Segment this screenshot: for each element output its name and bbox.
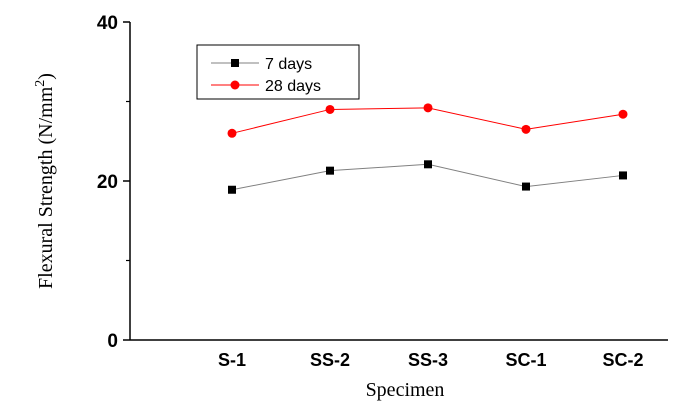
legend: 7 days 28 days — [196, 44, 360, 100]
legend-marker — [230, 80, 240, 90]
y-tick-label: 0 — [107, 331, 118, 352]
legend-label: 28 days — [265, 78, 321, 95]
x-tick-label: SS-3 — [408, 350, 448, 370]
x-tick-labels: S-1 SS-2 SS-3 SC-1 SC-2 — [218, 350, 644, 370]
data-point — [618, 109, 628, 119]
data-point — [325, 104, 335, 114]
x-tick-label: S-1 — [218, 350, 246, 370]
y-axis-title-main: Flexural Strength (N/mm — [35, 86, 57, 289]
data-point — [522, 182, 530, 191]
series-1 — [227, 103, 628, 138]
x-axis-title: Specimen — [366, 379, 445, 401]
data-point — [521, 124, 531, 134]
series-0 — [228, 160, 627, 194]
data-point — [424, 160, 432, 169]
y-tick-label: 40 — [97, 13, 118, 34]
x-axis: S-1 SS-2 SS-3 SC-1 SC-2 — [130, 339, 668, 370]
legend-label: 7 days — [265, 56, 312, 73]
series-layer — [227, 103, 628, 194]
x-tick-label: SS-2 — [310, 350, 350, 370]
legend-box — [196, 44, 360, 100]
y-tick-labels: 0 20 40 — [97, 13, 118, 352]
data-point — [326, 166, 334, 175]
y-axis-title-end: ) — [35, 73, 57, 80]
x-tick-label: SC-2 — [602, 350, 643, 370]
y-axis: 0 20 40 — [97, 13, 131, 352]
legend-entries: 7 days 28 days — [211, 56, 321, 95]
y-tick-label: 20 — [97, 172, 118, 193]
data-point — [423, 103, 433, 113]
y-axis-title: Flexural Strength (N/mm2) — [33, 73, 57, 289]
data-point — [619, 171, 627, 180]
data-point — [228, 185, 236, 194]
y-ticks — [123, 21, 130, 341]
legend-entry: 28 days — [211, 78, 321, 95]
x-tick-label: SC-1 — [505, 350, 546, 370]
data-point — [227, 128, 237, 138]
y-axis-title-sup: 2 — [33, 80, 48, 87]
legend-marker — [231, 59, 239, 67]
legend-entry: 7 days — [211, 56, 312, 73]
